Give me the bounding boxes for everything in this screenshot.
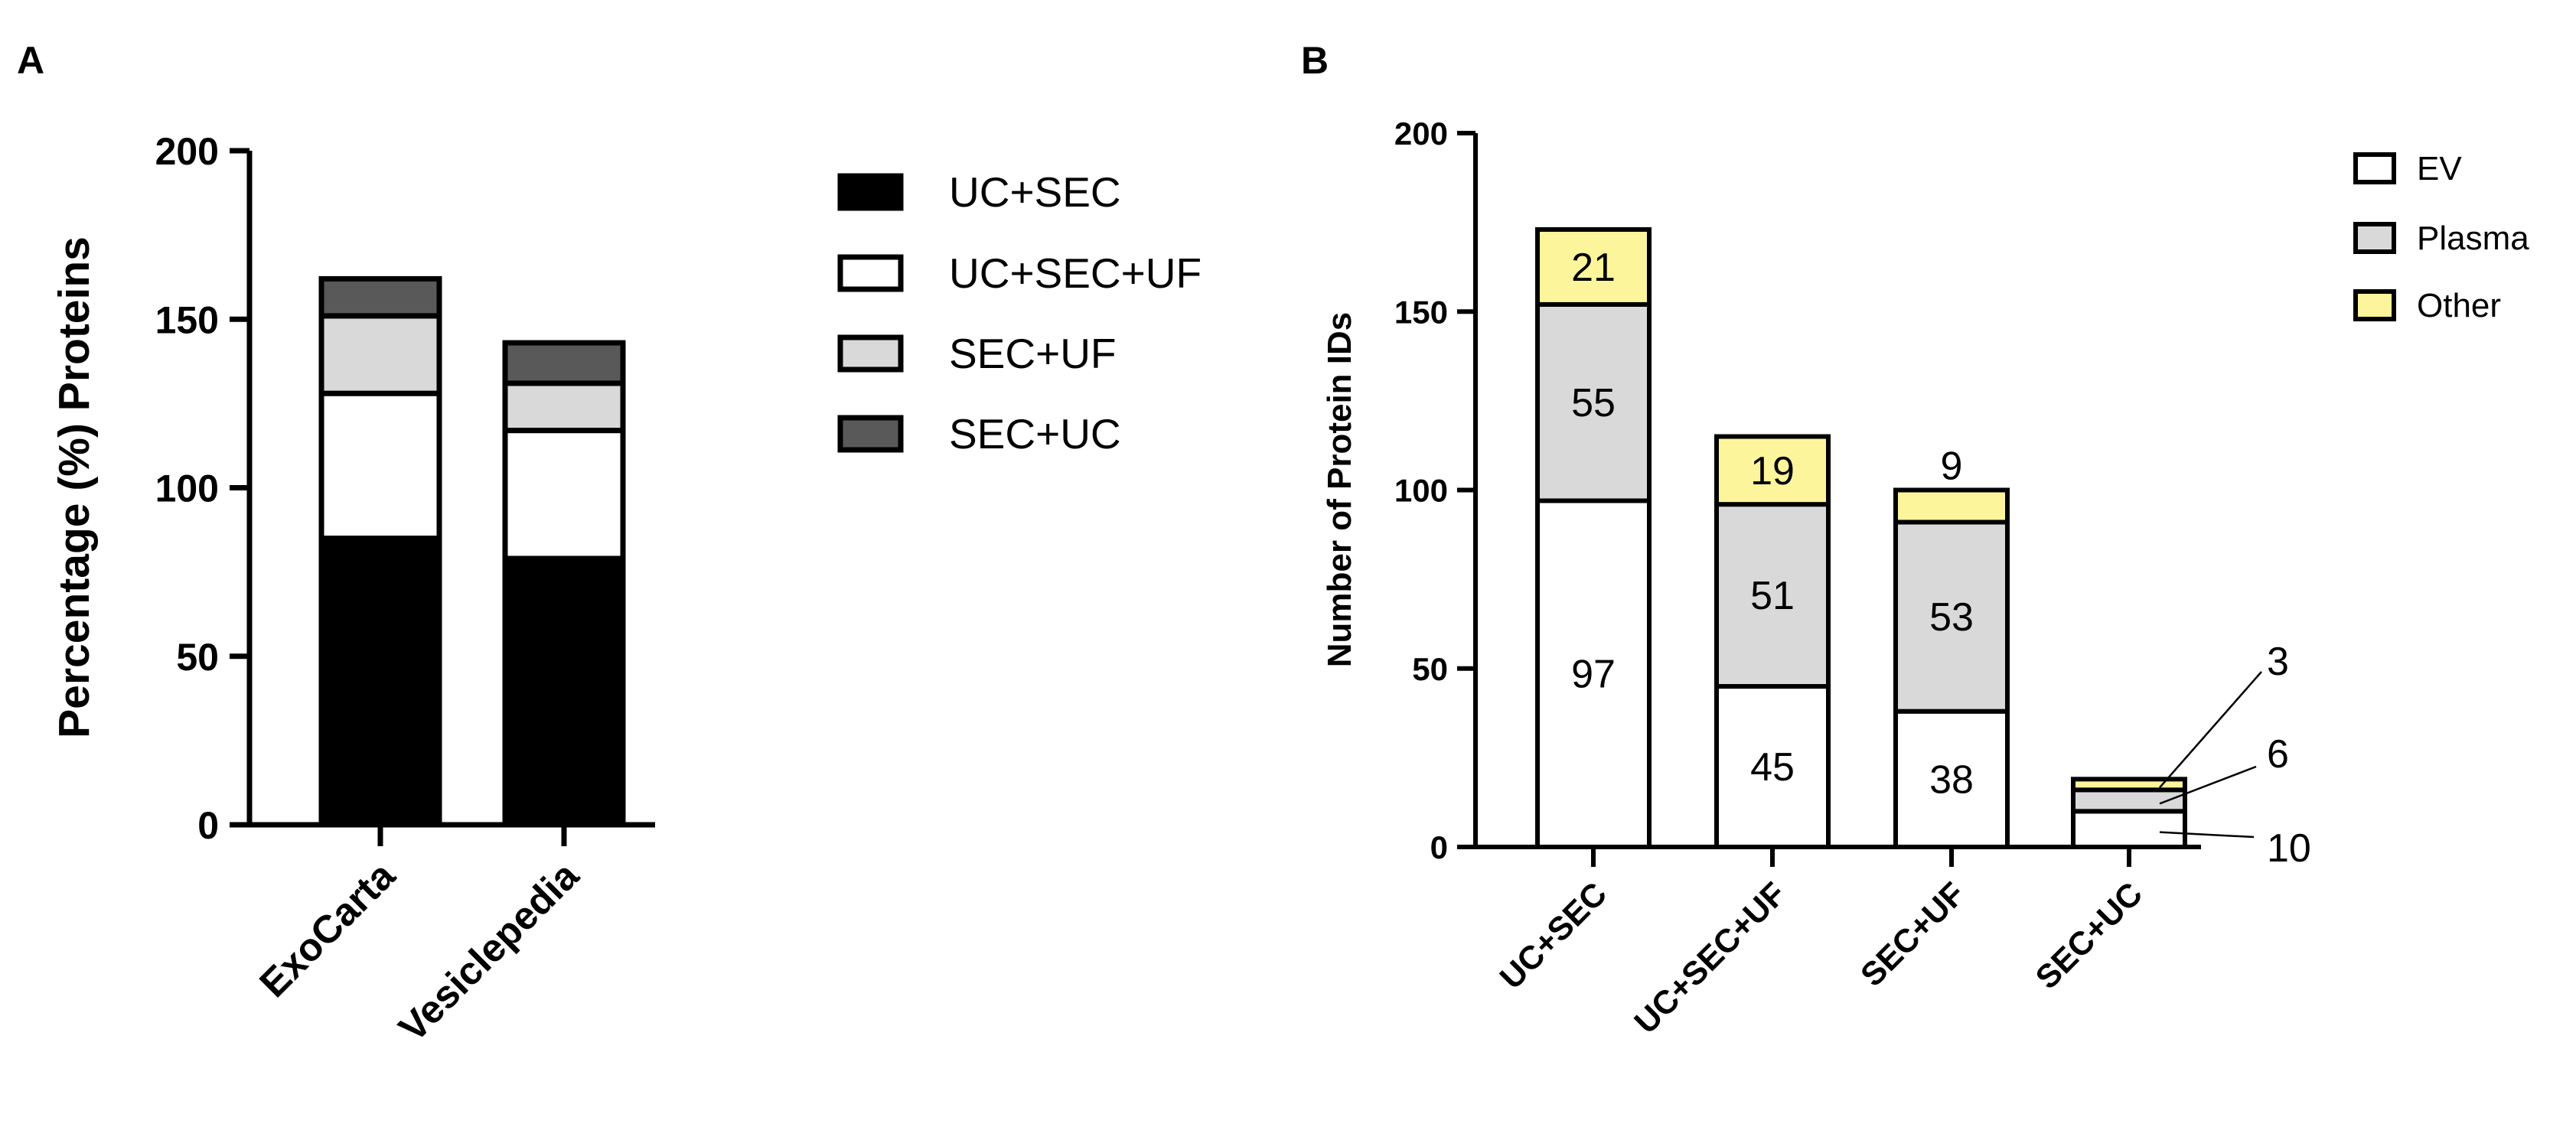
bar-segment-ev — [1714, 684, 1831, 850]
legend-swatch-uc-sec — [837, 173, 904, 211]
data-label-plasma: 55 — [1571, 381, 1616, 425]
y-tick-label-a: 0 — [197, 804, 219, 847]
y-tick-label-a: 200 — [155, 130, 219, 173]
y-tick-label-a: 150 — [155, 298, 219, 341]
leader-line-plasma — [2159, 765, 2257, 805]
legend-swatch-other — [2353, 289, 2396, 321]
legend-label-uc-sec-uf: UC+SEC+UF — [949, 249, 1202, 297]
bar-segment-ev — [2071, 809, 2187, 849]
y-tick-label-b: 200 — [1394, 116, 1448, 151]
legend-label-sec-uf: SEC+UF — [949, 330, 1117, 377]
y-axis-title-a: Percentage (%) Proteins — [50, 236, 99, 738]
panel-b-letter: B — [1301, 39, 1329, 82]
leader-line-other — [2159, 671, 2262, 789]
data-label-plasma: 51 — [1750, 574, 1795, 618]
legend-label-sec-uc: SEC+UC — [949, 410, 1121, 458]
leader-line-ev — [2159, 831, 2255, 839]
bar-segment-uc-sec-uf — [502, 428, 626, 562]
data-label-other: 9 — [1941, 445, 1963, 489]
legend-label-ev: EV — [2417, 150, 2462, 187]
bar-segment-sec-uc — [502, 340, 626, 386]
legend-swatch-sec-uf — [837, 334, 904, 373]
data-label-other: 21 — [1571, 246, 1616, 290]
legend-label-plasma: Plasma — [2417, 220, 2529, 257]
y-tick-label-a: 50 — [176, 636, 219, 679]
bar-segment-uc-sec-uf — [318, 390, 442, 542]
bar-segment-plasma — [1714, 502, 1831, 689]
data-label-other: 19 — [1750, 449, 1795, 493]
data-label-plasma: 6 — [2267, 732, 2289, 777]
bar-segment-uc-sec — [502, 555, 626, 828]
legend-label-other: Other — [2417, 287, 2501, 324]
panel-a-letter: A — [17, 39, 44, 82]
x-category-label-b: UC+SEC+UF — [1628, 875, 1793, 1041]
y-tick-label-a: 100 — [155, 467, 219, 510]
y-axis-title-b: Number of Protein IDs — [1321, 312, 1358, 668]
bar-segment-sec-uf — [318, 313, 442, 396]
bar-segment-other — [1714, 434, 1831, 507]
x-category-label-a: ExoCarta — [251, 853, 403, 1005]
y-tick-label-b: 100 — [1394, 473, 1448, 509]
legend-swatch-uc-sec-uf — [837, 254, 904, 292]
x-category-label-b: UC+SEC — [1493, 875, 1614, 996]
x-category-label-b: SEC+UF — [1854, 875, 1972, 994]
data-label-ev: 45 — [1750, 745, 1795, 790]
bar-segment-sec-uf — [502, 380, 626, 434]
bar-segment-sec-uc — [318, 275, 442, 319]
legend-label-uc-sec: UC+SEC — [949, 168, 1121, 216]
chart-b: 0 50 100 150 200 Number of Protein IDs UC+SEC 9… — [1321, 116, 2529, 1041]
bar-segment-uc-sec — [318, 536, 442, 828]
y-tick-label-b: 150 — [1394, 294, 1448, 330]
data-label-plasma: 53 — [1929, 595, 1974, 640]
data-label-ev: 97 — [1571, 653, 1616, 697]
bar-segment-other — [1893, 487, 2010, 525]
bar-segment-other — [1535, 226, 1652, 307]
data-label-ev: 38 — [1929, 757, 1974, 802]
legend-swatch-sec-uc — [837, 415, 904, 453]
bar-segment-ev — [1893, 708, 2010, 849]
x-category-label-a: Vesiclepedia — [390, 853, 587, 1050]
x-category-label-b: SEC+UC — [2029, 875, 2150, 996]
y-tick-label-b: 0 — [1430, 829, 1448, 865]
data-label-ev: 10 — [2267, 826, 2311, 871]
y-tick-label-b: 50 — [1412, 651, 1448, 687]
legend-swatch-plasma — [2353, 222, 2396, 254]
chart-a: 0 50 100 150 200 Percentage (%) Proteins ExoCa… — [50, 130, 1202, 1050]
bar-segment-other — [2071, 777, 2187, 793]
legend-swatch-ev — [2353, 152, 2396, 184]
data-label-other: 3 — [2267, 640, 2289, 684]
